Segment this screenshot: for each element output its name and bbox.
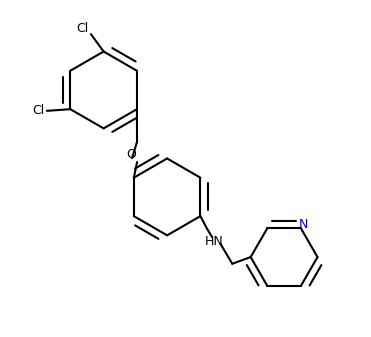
Text: Cl: Cl	[32, 104, 45, 117]
Text: HN: HN	[204, 235, 223, 248]
Text: N: N	[299, 218, 308, 231]
Text: Cl: Cl	[76, 22, 89, 35]
Text: O: O	[127, 148, 137, 161]
